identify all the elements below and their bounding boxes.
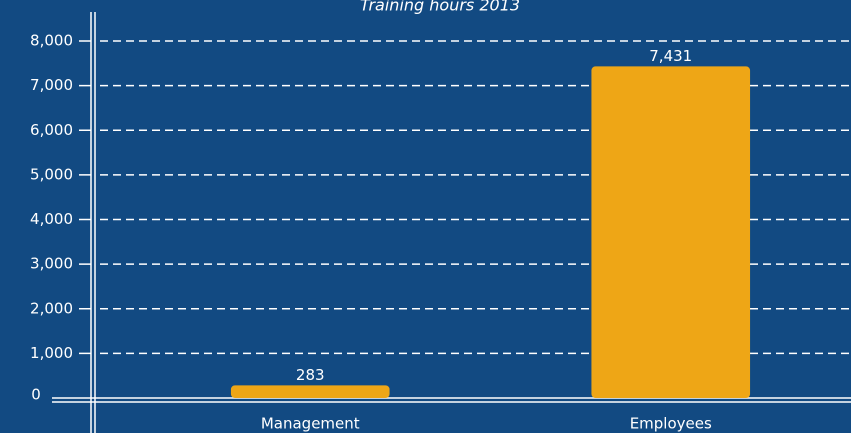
x-tick-label: Employees [630,415,712,433]
bar [230,385,390,398]
y-tick-label: 8,000 [30,32,73,50]
x-tick-label: Management [261,415,360,433]
value-label: 7,431 [649,47,692,65]
y-tick-label: 4,000 [30,210,73,228]
y-tick-label: 1,000 [30,344,73,362]
chart-title: Training hours 2013 [360,0,520,15]
y-tick-label: 0 [31,386,41,404]
value-label: 283 [296,366,325,384]
y-tick-label: 7,000 [30,76,73,94]
y-tick-label: 2,000 [30,299,73,317]
y-tick-label: 5,000 [30,165,73,183]
y-tick-label: 6,000 [30,121,73,139]
bar [591,66,751,398]
y-tick-label: 3,000 [30,255,73,273]
